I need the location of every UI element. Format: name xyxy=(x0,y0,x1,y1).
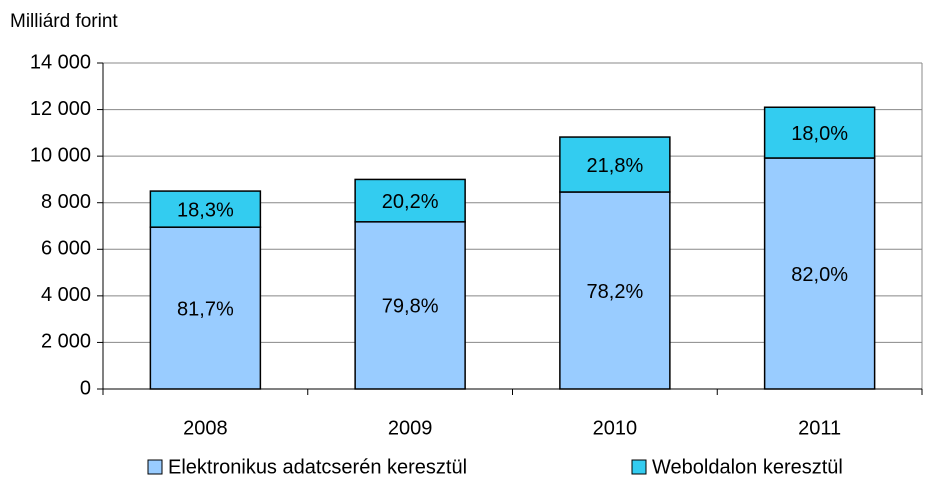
y-tick-label: 2 000 xyxy=(41,331,91,353)
x-tick-label: 2011 xyxy=(798,417,841,439)
data-label: 21,8% xyxy=(587,155,644,177)
bar-segment xyxy=(149,190,262,228)
bar-segment xyxy=(149,226,262,390)
data-label: 79,8% xyxy=(382,296,439,318)
y-tick-label: 10 000 xyxy=(30,144,91,166)
legend-swatch xyxy=(147,459,163,475)
legend-label: Elektronikus adatcserén keresztül xyxy=(168,456,467,478)
x-tick-label: 2009 xyxy=(388,417,433,439)
bar-segment xyxy=(559,136,671,193)
data-label: 18,3% xyxy=(177,199,234,221)
data-label: 82,0% xyxy=(791,264,848,286)
y-axis-label: Milliárd forint xyxy=(10,11,118,32)
data-label: 20,2% xyxy=(382,191,439,213)
x-tick-label: 2008 xyxy=(183,417,228,439)
y-tick-label: 4 000 xyxy=(41,284,91,306)
y-tick-label: 14 000 xyxy=(30,51,91,73)
bar-segment xyxy=(763,157,876,390)
y-tick-label: 8 000 xyxy=(41,191,91,213)
bar-segment xyxy=(559,191,671,390)
bar-segment xyxy=(763,106,876,159)
bar-segment xyxy=(354,221,466,390)
bar-segment xyxy=(354,178,466,223)
legend-swatch xyxy=(631,459,647,475)
data-label: 81,7% xyxy=(177,298,234,320)
y-tick-label: 0 xyxy=(80,377,91,399)
y-tick-label: 6 000 xyxy=(41,238,91,260)
y-tick-label: 12 000 xyxy=(30,98,91,120)
data-label: 78,2% xyxy=(587,281,644,303)
data-label: 18,0% xyxy=(791,123,848,145)
x-tick-label: 2010 xyxy=(593,417,638,439)
legend-label: Weboldalon keresztül xyxy=(652,456,843,478)
